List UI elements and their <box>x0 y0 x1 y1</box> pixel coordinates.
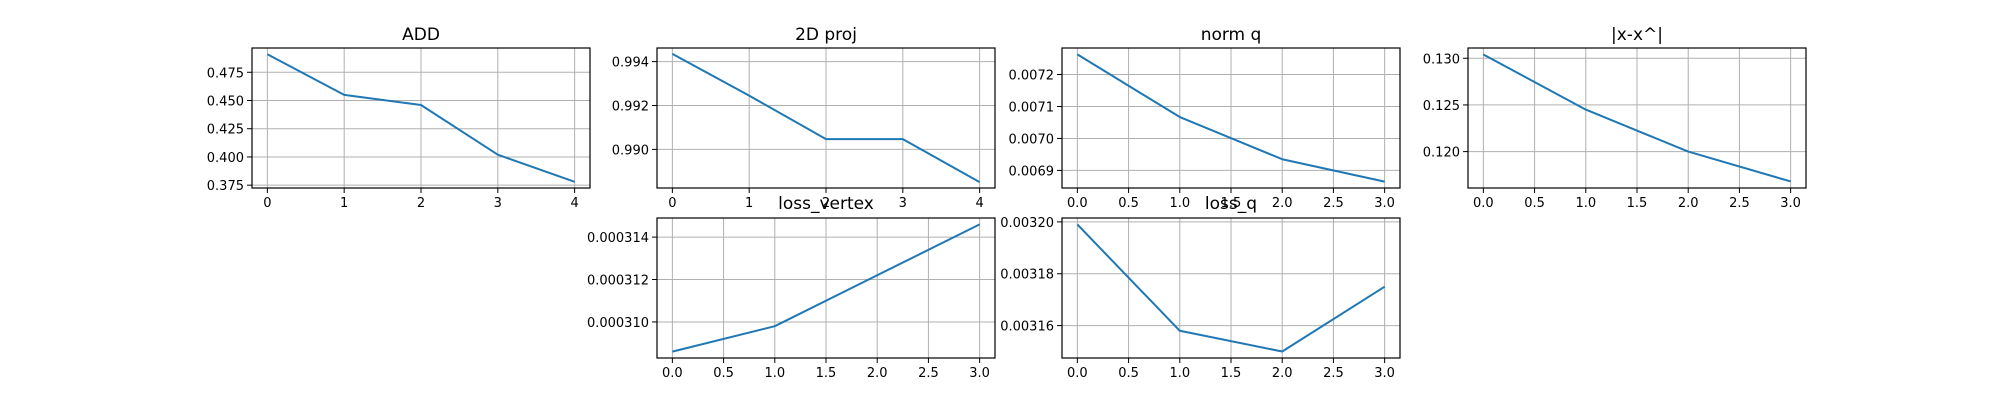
x-tick-label: 0.5 <box>713 366 734 381</box>
x-tick-label: 1.5 <box>1221 366 1242 381</box>
x-tick-label: 0.5 <box>1118 196 1139 211</box>
y-tick-label: 0.130 <box>1423 52 1460 67</box>
x-tick-label: 1.0 <box>764 366 785 381</box>
x-tick-label: 2 <box>822 196 830 211</box>
panel-title: norm q <box>1201 25 1262 45</box>
x-tick-label: 1.5 <box>1221 196 1242 211</box>
y-tick-label: 0.425 <box>207 123 244 138</box>
x-tick-label: 3 <box>494 196 502 211</box>
x-tick-label: 1.0 <box>1575 196 1596 211</box>
y-tick-label: 0.000314 <box>587 231 649 246</box>
x-tick-label: 2.0 <box>867 366 888 381</box>
y-tick-label: 0.0071 <box>1009 100 1055 115</box>
x-tick-label: 3 <box>899 196 907 211</box>
series-line <box>266 53 575 183</box>
x-tick-label: 2.0 <box>1272 196 1293 211</box>
y-tick-label: 0.475 <box>207 66 244 81</box>
x-tick-label: 0.0 <box>662 366 683 381</box>
y-tick-label: 0.990 <box>612 143 649 158</box>
series-line <box>1076 223 1386 353</box>
x-tick-label: 0.0 <box>1067 196 1088 211</box>
x-tick-label: 3.0 <box>1780 196 1801 211</box>
x-tick-label: 0 <box>263 196 271 211</box>
y-tick-label: 0.000312 <box>587 274 649 289</box>
x-tick-label: 0.0 <box>1067 366 1088 381</box>
x-tick-label: 0.5 <box>1524 196 1545 211</box>
x-tick-label: 1.5 <box>1627 196 1648 211</box>
panel-2d-proj: 0 1 2 3 4 0.990 0.992 0.994 2D proj <box>612 25 996 211</box>
y-tick-label: 0.00318 <box>1000 268 1054 283</box>
x-tick-label: 3.0 <box>969 366 990 381</box>
x-tick-label: 2.0 <box>1678 196 1699 211</box>
panel-title: loss_q <box>1205 194 1257 214</box>
y-tick-label: 0.0072 <box>1009 69 1055 84</box>
y-tick-label: 0.125 <box>1423 99 1460 114</box>
panel-x-error: 0.0 0.5 1.0 1.5 2.0 2.5 3.0 0.120 0.125 0.130 |x-x… <box>1423 25 1807 211</box>
y-tick-label: 0.400 <box>207 151 244 166</box>
y-tick-label: 0.120 <box>1423 146 1460 161</box>
series-line <box>672 223 981 353</box>
x-tick-label: 3.0 <box>1374 366 1395 381</box>
y-tick-label: 0.000310 <box>587 316 649 331</box>
x-tick-label: 3.0 <box>1374 196 1395 211</box>
x-tick-label: 1.5 <box>816 366 837 381</box>
x-tick-label: 2.5 <box>1729 196 1750 211</box>
y-tick-label: 0.00320 <box>1000 216 1054 231</box>
series-line <box>1482 53 1791 183</box>
y-tick-label: 0.992 <box>612 99 649 114</box>
x-tick-label: 0 <box>668 196 676 211</box>
x-tick-label: 1.0 <box>1169 366 1190 381</box>
panel-title: loss_vertex <box>778 194 874 214</box>
x-tick-label: 4 <box>570 196 578 211</box>
x-tick-label: 0.0 <box>1473 196 1494 211</box>
x-tick-label: 2 <box>417 196 425 211</box>
y-tick-label: 0.994 <box>612 56 649 71</box>
y-tick-label: 0.0069 <box>1009 164 1055 179</box>
x-tick-label: 1 <box>340 196 348 211</box>
panel-loss-q: 0.0 0.5 1.0 1.5 2.0 2.5 3.0 0.00316 0.00318 0.003… <box>1000 194 1401 381</box>
panel-norm-q: 0.0 0.5 1.0 1.5 2.0 2.5 3.0 0.0069 0.0070 0.0071 0… <box>1009 25 1401 211</box>
y-tick-label: 0.00316 <box>1000 320 1054 335</box>
y-tick-label: 0.0070 <box>1009 132 1055 147</box>
panel-title: |x-x^| <box>1611 25 1663 45</box>
series-line <box>671 53 981 183</box>
x-tick-label: 2.0 <box>1272 366 1293 381</box>
panel-title: 2D proj <box>795 25 857 45</box>
x-tick-label: 1.0 <box>1169 196 1190 211</box>
panel-title: ADD <box>402 25 440 45</box>
x-tick-label: 2.5 <box>1323 196 1344 211</box>
x-tick-label: 2.5 <box>1323 366 1344 381</box>
x-tick-label: 1 <box>745 196 753 211</box>
panel-add: 0 1 2 3 4 0.375 0.400 0.425 0.450 0.475 ADD <box>207 25 591 211</box>
x-tick-label: 4 <box>975 196 983 211</box>
series-line <box>1076 53 1385 183</box>
panel-loss-vertex: 0.0 0.5 1.0 1.5 2.0 2.5 3.0 0.000310 0.000312 0.0… <box>587 194 996 381</box>
x-tick-label: 0.5 <box>1118 366 1139 381</box>
y-tick-label: 0.450 <box>207 95 244 110</box>
x-tick-label: 2.5 <box>918 366 939 381</box>
y-tick-label: 0.375 <box>207 179 244 194</box>
